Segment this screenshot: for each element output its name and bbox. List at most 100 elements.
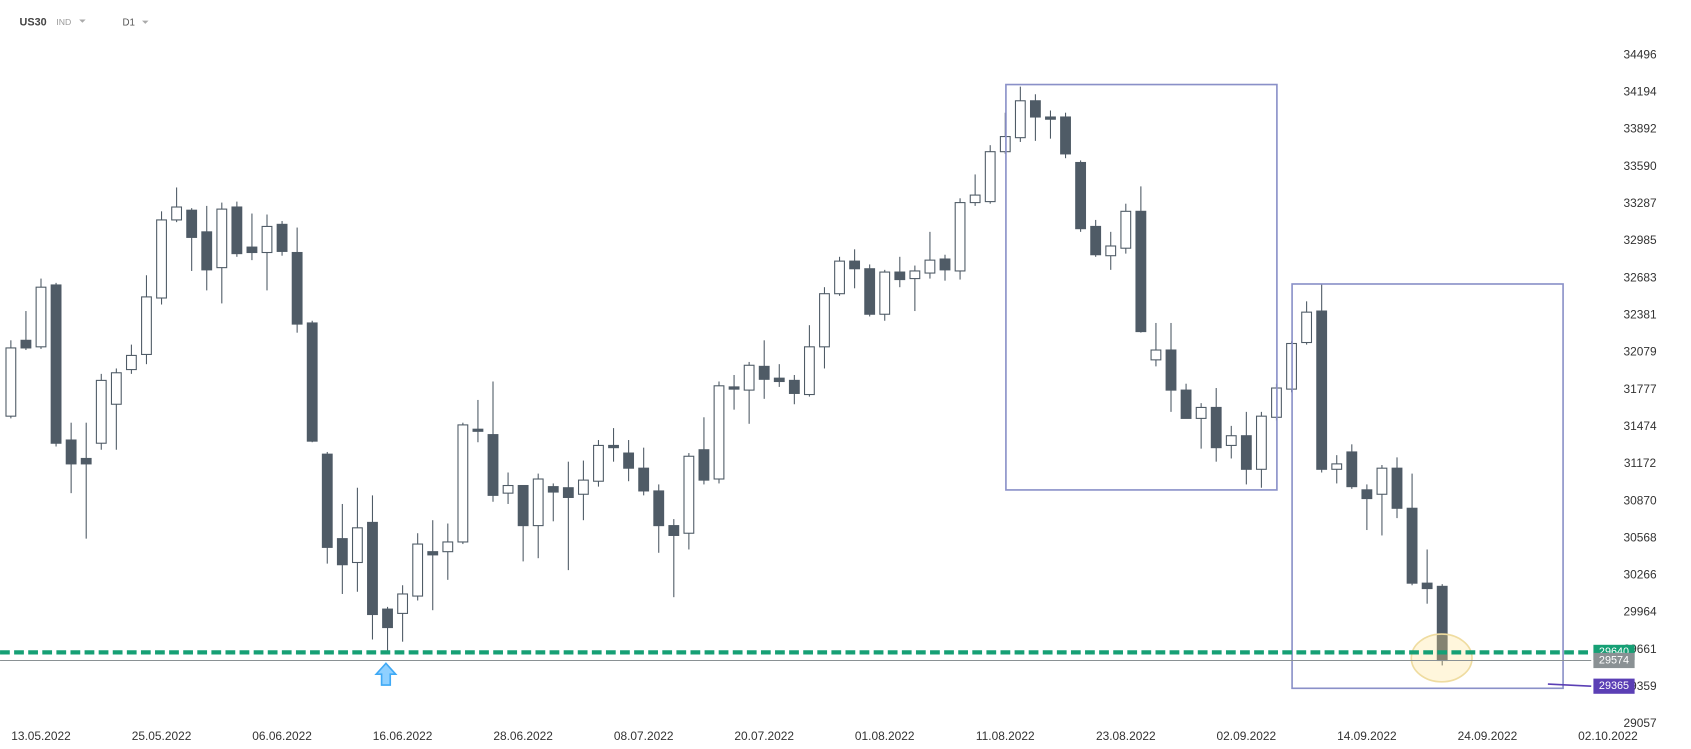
candle-body (291, 251, 303, 325)
candle-body (276, 223, 288, 252)
candle-body (623, 452, 635, 469)
candle-body (321, 453, 333, 548)
candle-body (336, 538, 348, 566)
x-tick-label: 24.09.2022 (1458, 729, 1518, 743)
candle-body (1120, 210, 1132, 249)
candle-body (517, 484, 529, 527)
x-tick-label: 11.08.2022 (976, 729, 1035, 743)
candle-body (1331, 463, 1343, 470)
candle-body (1391, 467, 1403, 509)
highlight-circle (1410, 633, 1473, 683)
candle-body (1225, 435, 1237, 446)
candle-body (728, 386, 740, 390)
symbol[interactable]: US30 (20, 17, 47, 29)
candle-body (1195, 406, 1207, 419)
x-tick-label: 14.09.2022 (1337, 729, 1397, 743)
candle-body (803, 346, 815, 396)
plot-area: 2905729359296612996430266305683087031172… (5, 47, 1657, 743)
x-tick-label: 20.07.2022 (734, 729, 794, 743)
candle-body (939, 258, 951, 271)
candle-body (954, 202, 966, 272)
annotation-box (1291, 283, 1564, 690)
dropdown-caret[interactable] (142, 20, 149, 24)
candle-body (442, 541, 454, 553)
candle-body (472, 428, 484, 432)
candle-body (306, 322, 318, 442)
y-tick-label: 31777 (1623, 382, 1656, 396)
x-tick-label: 06.06.2022 (252, 729, 312, 743)
candle-body (758, 365, 770, 380)
candle-body (457, 424, 469, 543)
y-tick-label: 30870 (1623, 493, 1656, 507)
candle-body (1090, 225, 1102, 256)
candle-body (1135, 210, 1147, 333)
candle-body (668, 525, 680, 536)
y-tick-label: 32683 (1623, 270, 1656, 284)
candle-body (1361, 489, 1373, 500)
candle-body (5, 347, 17, 417)
candle-body (1075, 161, 1087, 230)
candle-body (125, 354, 137, 371)
candle-body (351, 527, 363, 564)
candle-body (819, 293, 830, 348)
interval[interactable]: D1 (123, 17, 135, 28)
candle-body (713, 385, 725, 480)
y-tick-label: 30568 (1623, 530, 1656, 544)
candle-body (171, 206, 183, 221)
level-tag (1593, 652, 1635, 669)
candle-body (909, 270, 921, 280)
x-tick-label: 08.07.2022 (614, 729, 674, 743)
market: IND (56, 17, 71, 27)
y-tick-label: 33892 (1623, 122, 1656, 136)
candle-body (834, 260, 845, 295)
candle-body (427, 551, 439, 556)
candle-body (562, 487, 574, 498)
candle-body (50, 284, 62, 444)
y-tick-label: 34194 (1623, 85, 1656, 99)
candle-body (156, 219, 167, 299)
x-tick-label: 01.08.2022 (855, 729, 915, 743)
level-label: 29574 (1599, 654, 1629, 666)
candle-body (894, 271, 906, 281)
y-tick-label: 34496 (1623, 47, 1656, 61)
y-tick-label: 31172 (1624, 456, 1657, 470)
candle-body (683, 455, 695, 534)
x-tick-label: 25.05.2022 (132, 729, 192, 743)
candle-body (1316, 310, 1328, 470)
candle-body (1346, 451, 1358, 488)
candle-body (849, 260, 861, 270)
candle-body (969, 194, 981, 204)
y-tick-label: 29057 (1623, 716, 1656, 730)
y-tick-label: 33287 (1623, 196, 1656, 210)
candle-body (216, 208, 228, 269)
candle-body (653, 490, 665, 527)
level-label: 29365 (1599, 680, 1629, 692)
level-tag (1593, 678, 1635, 694)
dropdown-caret[interactable] (79, 19, 86, 23)
candle-body (502, 484, 514, 494)
y-tick-label: 31474 (1623, 419, 1656, 433)
candle-body (186, 209, 198, 238)
x-tick-label: 02.09.2022 (1217, 729, 1277, 743)
y-tick-label: 32985 (1623, 233, 1656, 247)
candle-body (1406, 507, 1418, 584)
candle-body (1301, 311, 1313, 344)
candle-body (141, 296, 152, 355)
y-tick-label: 32381 (1623, 308, 1656, 322)
candle-body (487, 434, 499, 496)
annotation-box (1005, 83, 1278, 491)
candle-body (1165, 349, 1177, 391)
y-tick-label: 29964 (1623, 605, 1656, 619)
candle-body (1180, 389, 1192, 419)
y-tick-label: 33590 (1623, 159, 1656, 173)
candle-body (95, 379, 107, 444)
candle-body (65, 439, 77, 465)
candle-body (924, 259, 936, 274)
candle-body (201, 231, 213, 271)
level-line (1547, 683, 1592, 688)
candle-body (1210, 406, 1222, 449)
candle-body (261, 225, 273, 254)
candle-body (397, 593, 409, 614)
candle-body (1045, 116, 1056, 120)
